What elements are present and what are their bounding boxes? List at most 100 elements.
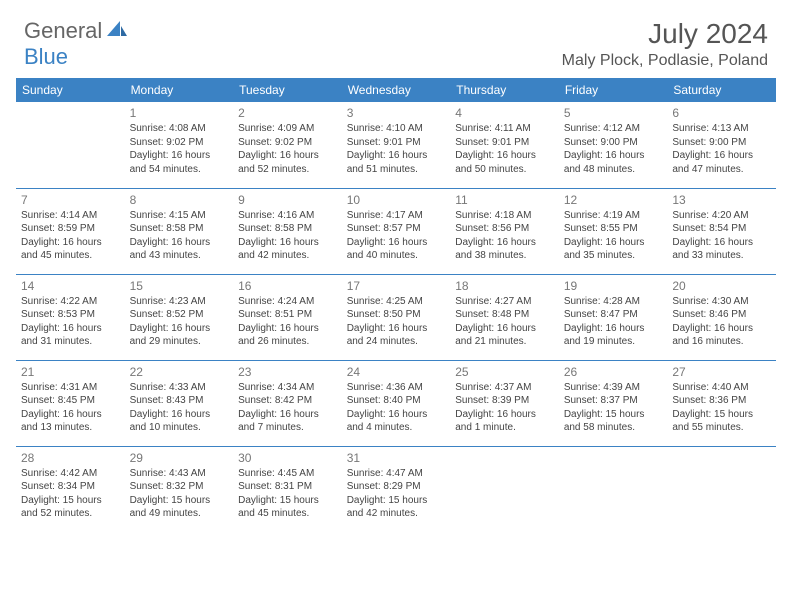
day-number: 6	[672, 105, 771, 121]
day-number: 27	[672, 364, 771, 380]
daylight-line: Daylight: 16 hours and 10 minutes.	[130, 408, 229, 435]
daylight-line: Daylight: 16 hours and 35 minutes.	[564, 236, 663, 263]
calendar-cell: 19Sunrise: 4:28 AMSunset: 8:47 PMDayligh…	[559, 274, 668, 360]
sunset-line: Sunset: 8:45 PM	[21, 394, 120, 408]
sunset-line: Sunset: 8:54 PM	[672, 222, 771, 236]
day-number: 26	[564, 364, 663, 380]
sunrise-line: Sunrise: 4:19 AM	[564, 209, 663, 223]
day-number: 13	[672, 192, 771, 208]
day-number: 24	[347, 364, 446, 380]
day-number: 22	[130, 364, 229, 380]
daylight-line: Daylight: 15 hours and 58 minutes.	[564, 408, 663, 435]
daylight-line: Daylight: 16 hours and 43 minutes.	[130, 236, 229, 263]
day-number: 10	[347, 192, 446, 208]
sunrise-line: Sunrise: 4:08 AM	[130, 122, 229, 136]
day-number: 8	[130, 192, 229, 208]
sunrise-line: Sunrise: 4:25 AM	[347, 295, 446, 309]
day-number: 11	[455, 192, 554, 208]
calendar-cell: 23Sunrise: 4:34 AMSunset: 8:42 PMDayligh…	[233, 360, 342, 446]
calendar-cell: 6Sunrise: 4:13 AMSunset: 9:00 PMDaylight…	[667, 102, 776, 188]
day-number: 30	[238, 450, 337, 466]
sunset-line: Sunset: 8:46 PM	[672, 308, 771, 322]
daylight-line: Daylight: 16 hours and 52 minutes.	[238, 149, 337, 176]
daylight-line: Daylight: 16 hours and 24 minutes.	[347, 322, 446, 349]
daylight-line: Daylight: 16 hours and 21 minutes.	[455, 322, 554, 349]
sunrise-line: Sunrise: 4:17 AM	[347, 209, 446, 223]
day-number: 16	[238, 278, 337, 294]
daylight-line: Daylight: 16 hours and 7 minutes.	[238, 408, 337, 435]
calendar-cell	[559, 446, 668, 532]
calendar-cell: 1Sunrise: 4:08 AMSunset: 9:02 PMDaylight…	[125, 102, 234, 188]
day-number: 23	[238, 364, 337, 380]
calendar-cell: 10Sunrise: 4:17 AMSunset: 8:57 PMDayligh…	[342, 188, 451, 274]
daylight-line: Daylight: 16 hours and 45 minutes.	[21, 236, 120, 263]
daylight-line: Daylight: 16 hours and 50 minutes.	[455, 149, 554, 176]
calendar-cell: 9Sunrise: 4:16 AMSunset: 8:58 PMDaylight…	[233, 188, 342, 274]
sunset-line: Sunset: 8:29 PM	[347, 480, 446, 494]
daylight-line: Daylight: 16 hours and 13 minutes.	[21, 408, 120, 435]
calendar-cell: 18Sunrise: 4:27 AMSunset: 8:48 PMDayligh…	[450, 274, 559, 360]
sunrise-line: Sunrise: 4:27 AM	[455, 295, 554, 309]
daylight-line: Daylight: 16 hours and 40 minutes.	[347, 236, 446, 263]
day-number: 31	[347, 450, 446, 466]
sunset-line: Sunset: 8:34 PM	[21, 480, 120, 494]
calendar-cell: 25Sunrise: 4:37 AMSunset: 8:39 PMDayligh…	[450, 360, 559, 446]
weekday-header: Wednesday	[342, 78, 451, 102]
sunset-line: Sunset: 8:53 PM	[21, 308, 120, 322]
daylight-line: Daylight: 15 hours and 55 minutes.	[672, 408, 771, 435]
weekday-header: Friday	[559, 78, 668, 102]
calendar-cell: 21Sunrise: 4:31 AMSunset: 8:45 PMDayligh…	[16, 360, 125, 446]
sunset-line: Sunset: 8:59 PM	[21, 222, 120, 236]
sunset-line: Sunset: 9:00 PM	[672, 136, 771, 150]
sunset-line: Sunset: 8:52 PM	[130, 308, 229, 322]
daylight-line: Daylight: 16 hours and 31 minutes.	[21, 322, 120, 349]
sunrise-line: Sunrise: 4:31 AM	[21, 381, 120, 395]
sunrise-line: Sunrise: 4:28 AM	[564, 295, 663, 309]
day-number: 2	[238, 105, 337, 121]
weekday-header: Thursday	[450, 78, 559, 102]
sunrise-line: Sunrise: 4:24 AM	[238, 295, 337, 309]
weekday-header-row: SundayMondayTuesdayWednesdayThursdayFrid…	[16, 78, 776, 102]
daylight-line: Daylight: 16 hours and 42 minutes.	[238, 236, 337, 263]
day-number: 20	[672, 278, 771, 294]
sunset-line: Sunset: 9:02 PM	[238, 136, 337, 150]
calendar-cell	[667, 446, 776, 532]
day-number: 9	[238, 192, 337, 208]
day-number: 12	[564, 192, 663, 208]
sunrise-line: Sunrise: 4:14 AM	[21, 209, 120, 223]
day-number: 21	[21, 364, 120, 380]
sunrise-line: Sunrise: 4:33 AM	[130, 381, 229, 395]
calendar-cell: 27Sunrise: 4:40 AMSunset: 8:36 PMDayligh…	[667, 360, 776, 446]
calendar-cell: 30Sunrise: 4:45 AMSunset: 8:31 PMDayligh…	[233, 446, 342, 532]
sunrise-line: Sunrise: 4:45 AM	[238, 467, 337, 481]
sunrise-line: Sunrise: 4:11 AM	[455, 122, 554, 136]
weekday-header: Saturday	[667, 78, 776, 102]
sunset-line: Sunset: 8:55 PM	[564, 222, 663, 236]
daylight-line: Daylight: 16 hours and 38 minutes.	[455, 236, 554, 263]
day-number: 14	[21, 278, 120, 294]
weekday-header: Monday	[125, 78, 234, 102]
sunrise-line: Sunrise: 4:42 AM	[21, 467, 120, 481]
daylight-line: Daylight: 16 hours and 1 minute.	[455, 408, 554, 435]
sunset-line: Sunset: 8:56 PM	[455, 222, 554, 236]
sunset-line: Sunset: 8:42 PM	[238, 394, 337, 408]
sunset-line: Sunset: 8:36 PM	[672, 394, 771, 408]
sunrise-line: Sunrise: 4:09 AM	[238, 122, 337, 136]
calendar-cell: 20Sunrise: 4:30 AMSunset: 8:46 PMDayligh…	[667, 274, 776, 360]
sunrise-line: Sunrise: 4:37 AM	[455, 381, 554, 395]
day-number: 25	[455, 364, 554, 380]
daylight-line: Daylight: 16 hours and 48 minutes.	[564, 149, 663, 176]
sunrise-line: Sunrise: 4:43 AM	[130, 467, 229, 481]
calendar-row: 14Sunrise: 4:22 AMSunset: 8:53 PMDayligh…	[16, 274, 776, 360]
daylight-line: Daylight: 16 hours and 54 minutes.	[130, 149, 229, 176]
sunrise-line: Sunrise: 4:13 AM	[672, 122, 771, 136]
daylight-line: Daylight: 15 hours and 52 minutes.	[21, 494, 120, 521]
daylight-line: Daylight: 16 hours and 47 minutes.	[672, 149, 771, 176]
calendar-cell: 7Sunrise: 4:14 AMSunset: 8:59 PMDaylight…	[16, 188, 125, 274]
logo-sail-icon	[106, 20, 128, 43]
weekday-header: Tuesday	[233, 78, 342, 102]
calendar-cell: 15Sunrise: 4:23 AMSunset: 8:52 PMDayligh…	[125, 274, 234, 360]
sunrise-line: Sunrise: 4:30 AM	[672, 295, 771, 309]
calendar-cell: 24Sunrise: 4:36 AMSunset: 8:40 PMDayligh…	[342, 360, 451, 446]
sunrise-line: Sunrise: 4:39 AM	[564, 381, 663, 395]
